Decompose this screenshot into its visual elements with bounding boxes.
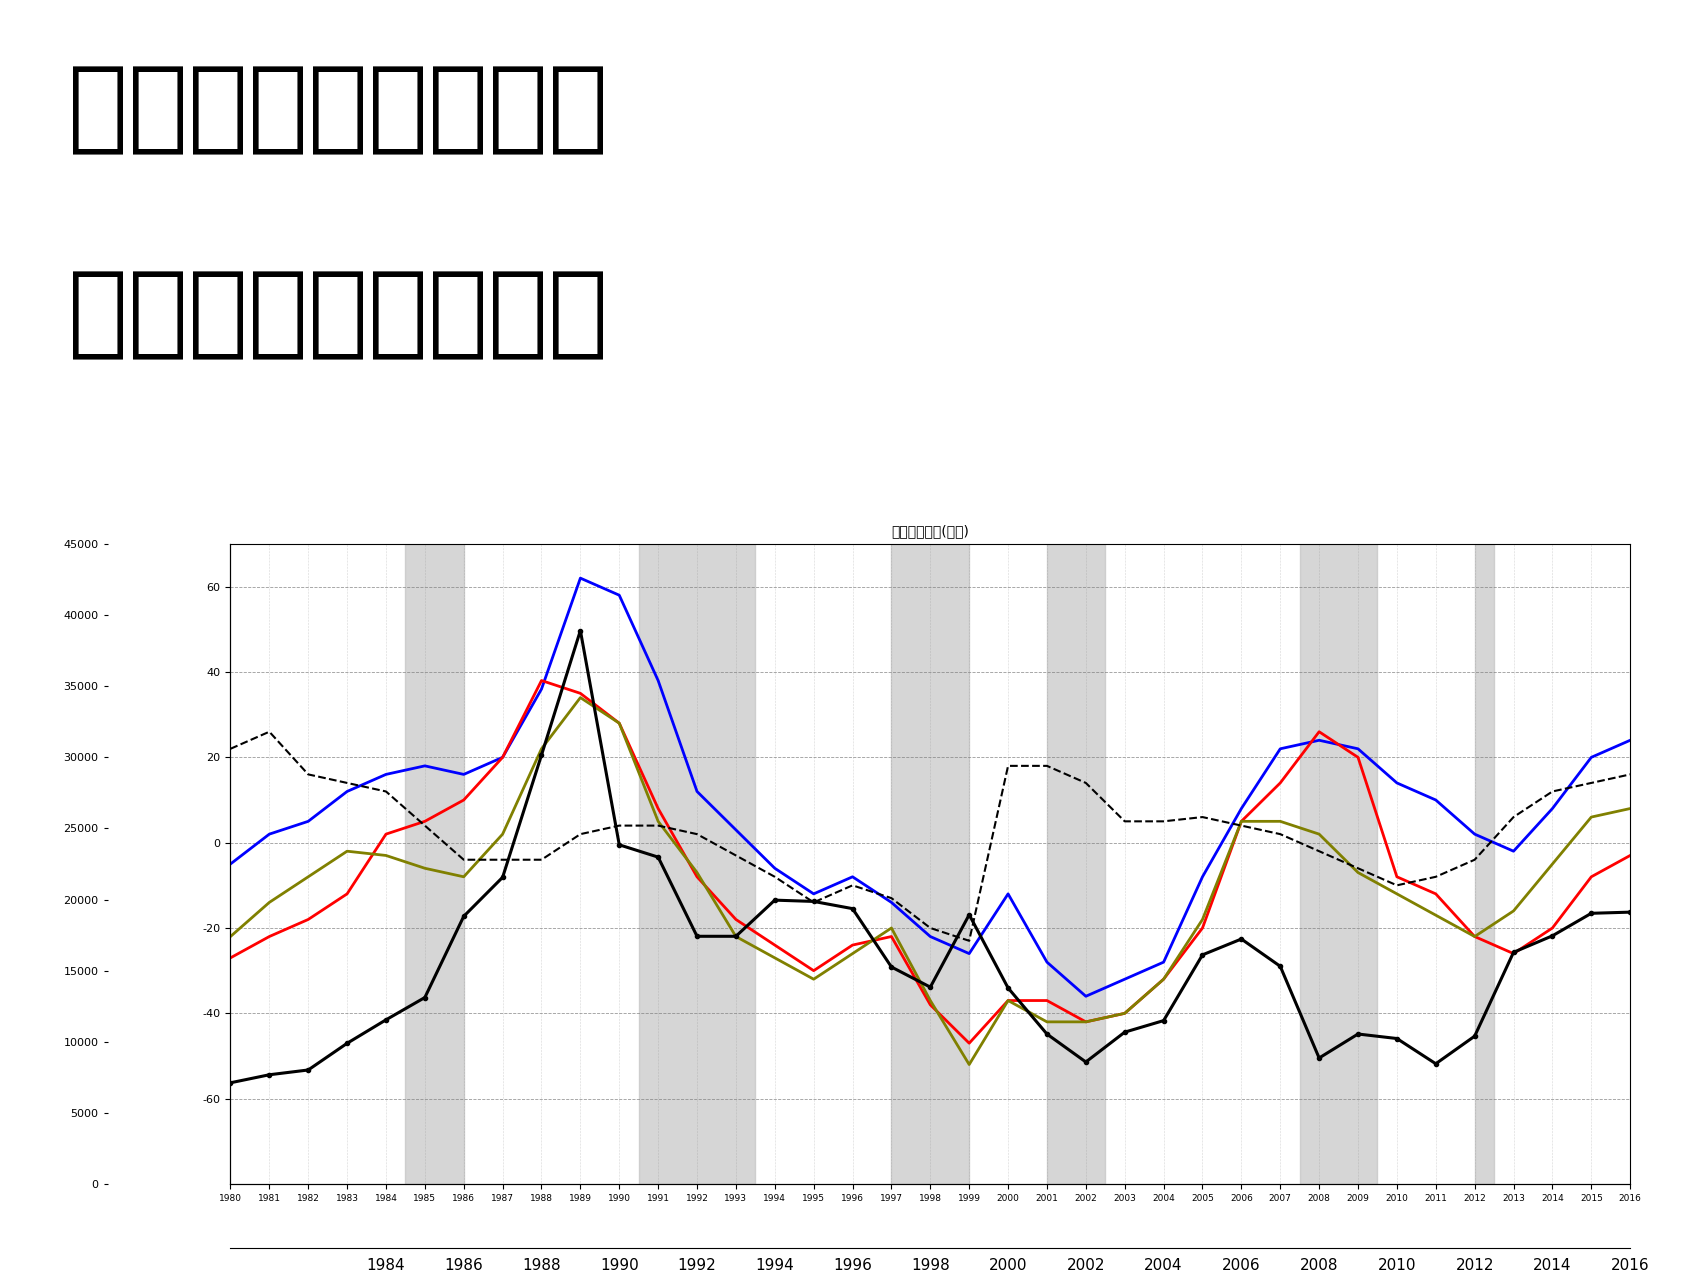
Bar [891,544,970,1184]
Text: 投資を行うと合理的: 投資を行うと合理的 [68,266,608,364]
Bar [406,544,464,1184]
Bar [1299,544,1378,1184]
Bar [638,544,756,1184]
Text: 景気の流れに沿って: 景気の流れに沿って [68,61,608,159]
Bar [1046,544,1106,1184]
Bar [1475,544,1494,1184]
Title: 日経平均株価(年次): 日経平均株価(年次) [891,525,970,539]
